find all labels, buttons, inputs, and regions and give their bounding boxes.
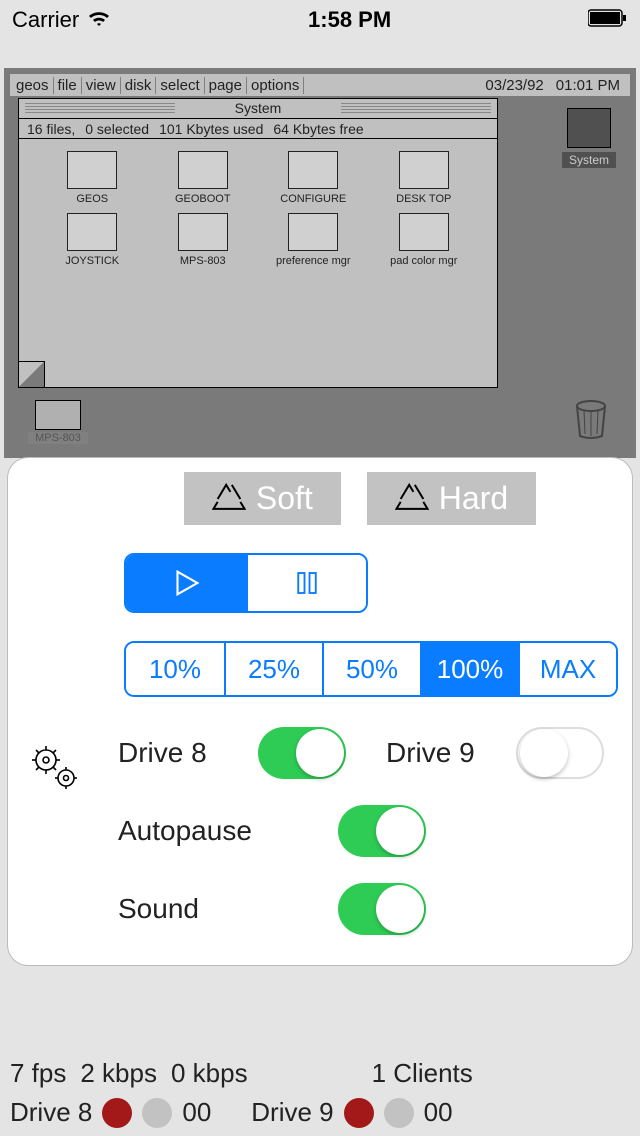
emu-menu-item[interactable]: view xyxy=(82,77,121,94)
drive8-led-active-icon xyxy=(102,1098,132,1128)
emu-window-title: System xyxy=(19,99,497,119)
emu-window-status: 16 files, 0 selected 101 Kbytes used 64 … xyxy=(19,119,497,139)
kbps1-label: 2 kbps xyxy=(80,1058,157,1089)
drive8-label: Drive 8 xyxy=(118,737,238,769)
emu-app-icon[interactable]: CONFIGURE xyxy=(260,151,367,205)
drive9-code: 00 xyxy=(424,1097,453,1128)
play-button[interactable] xyxy=(126,555,246,611)
emu-date: 03/23/92 xyxy=(481,77,551,94)
battery-icon xyxy=(588,7,628,33)
emu-selected: 0 selected xyxy=(85,121,149,136)
emu-window: System 16 files, 0 selected 101 Kbytes u… xyxy=(18,98,498,388)
emu-menu-item[interactable]: disk xyxy=(121,77,157,94)
status-time: 1:58 PM xyxy=(308,7,391,33)
drive9-label: Drive 9 xyxy=(386,737,496,769)
emu-menu-item[interactable]: page xyxy=(205,77,247,94)
emu-app-icon[interactable]: GEOS xyxy=(39,151,146,205)
page-corner-icon[interactable] xyxy=(19,361,45,387)
autopause-toggle[interactable] xyxy=(338,805,426,857)
carrier-label: Carrier xyxy=(12,7,79,33)
fps-label: 7 fps xyxy=(10,1058,66,1089)
drive8-status-label: Drive 8 xyxy=(10,1097,92,1128)
play-icon xyxy=(169,566,203,600)
emulator-screen: geos file view disk select page options … xyxy=(4,68,636,458)
speed-segment: 10% 25% 50% 100% MAX xyxy=(124,641,618,697)
playback-segment xyxy=(124,553,368,613)
wifi-icon xyxy=(87,7,111,33)
emu-menu-item[interactable]: file xyxy=(54,77,82,94)
emu-menu-item[interactable]: options xyxy=(247,77,304,94)
emu-app-icon[interactable]: pad color mgr xyxy=(371,213,478,267)
emu-menubar: geos file view disk select page options … xyxy=(10,74,630,96)
drive9-led-idle-icon xyxy=(384,1098,414,1128)
drive9-status-label: Drive 9 xyxy=(251,1097,333,1128)
drive9-led-active-icon xyxy=(344,1098,374,1128)
speed-option[interactable]: 10% xyxy=(126,643,224,695)
status-bar: Carrier 1:58 PM xyxy=(0,0,640,40)
speed-option[interactable]: 50% xyxy=(322,643,420,695)
clients-label: 1 Clients xyxy=(372,1058,473,1089)
hard-reset-label: Hard xyxy=(439,480,508,517)
autopause-label: Autopause xyxy=(118,815,318,847)
disk-icon[interactable]: System xyxy=(562,108,616,168)
bottom-status: 7 fps 2 kbps 0 kbps 1 Clients Drive 8 00… xyxy=(10,1058,630,1128)
soft-reset-label: Soft xyxy=(256,480,313,517)
settings-panel: Soft Hard 10% 25% 50% 100% MAX xyxy=(8,458,632,965)
recycle-icon xyxy=(212,482,246,516)
speed-option[interactable]: 100% xyxy=(420,643,518,695)
emu-used: 101 Kbytes used xyxy=(159,121,263,136)
emu-app-icon[interactable]: preference mgr xyxy=(260,213,367,267)
emu-app-icon[interactable]: GEOBOOT xyxy=(150,151,257,205)
recycle-icon xyxy=(395,482,429,516)
sound-toggle[interactable] xyxy=(338,883,426,935)
emu-app-icon[interactable]: MPS-803 xyxy=(150,213,257,267)
sound-label: Sound xyxy=(118,893,318,925)
pause-button[interactable] xyxy=(246,555,366,611)
emu-app-icon[interactable]: DESK TOP xyxy=(371,151,478,205)
drive8-led-idle-icon xyxy=(142,1098,172,1128)
emu-app-icon[interactable]: JOYSTICK xyxy=(39,213,146,267)
kbps2-label: 0 kbps xyxy=(171,1058,248,1089)
emu-files: 16 files, xyxy=(27,121,75,136)
emu-clock: 01:01 PM xyxy=(552,77,628,94)
drive9-toggle[interactable] xyxy=(516,727,604,779)
drive8-code: 00 xyxy=(182,1097,211,1128)
emu-free: 64 Kbytes free xyxy=(273,121,363,136)
gears-icon xyxy=(26,738,82,794)
emu-menu-item[interactable]: select xyxy=(156,77,204,94)
emu-menu-item[interactable]: geos xyxy=(12,77,54,94)
speed-option[interactable]: MAX xyxy=(518,643,616,695)
speed-option[interactable]: 25% xyxy=(224,643,322,695)
pause-icon xyxy=(292,566,322,600)
soft-reset-button[interactable]: Soft xyxy=(184,472,341,525)
printer-icon[interactable]: MPS-803 xyxy=(28,400,88,444)
hard-reset-button[interactable]: Hard xyxy=(367,472,536,525)
drive8-toggle[interactable] xyxy=(258,727,346,779)
trash-icon[interactable] xyxy=(570,398,612,440)
